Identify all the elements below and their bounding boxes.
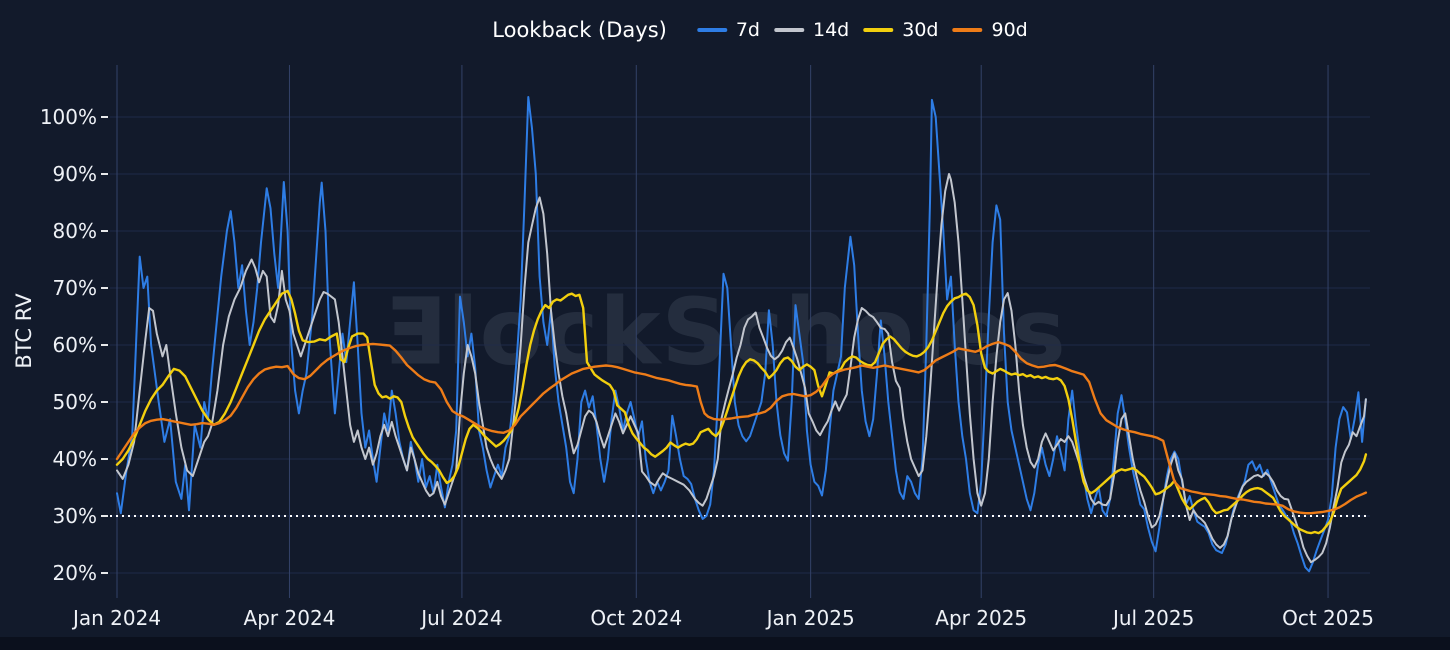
legend-item-14d[interactable]: 14d — [773, 19, 850, 41]
legend-title: Lookback (Days) — [492, 18, 667, 42]
legend-label-7d: 7d — [735, 19, 760, 41]
series-90d-line — [115, 340, 1368, 515]
legend-swatch-14d — [773, 28, 804, 32]
y-axis-title: BTC RV — [12, 293, 36, 369]
y-tick-label: 30% — [53, 504, 97, 528]
y-tick-label: 50% — [53, 390, 97, 414]
x-tick-label: Jan 2025 — [765, 606, 855, 630]
legend-label-14d: 14d — [812, 19, 850, 41]
y-tick-label: 70% — [53, 276, 97, 300]
x-tick-label: Jul 2024 — [419, 606, 502, 630]
legend-swatch-30d — [863, 28, 894, 32]
x-tick-label: Apr 2025 — [935, 606, 1027, 630]
legend-swatch-90d — [952, 28, 983, 32]
legend-item-7d[interactable]: 7d — [696, 19, 760, 41]
x-tick-label: Oct 2024 — [590, 606, 682, 630]
legend-label-90d: 90d — [991, 19, 1028, 41]
series-30d-line — [115, 289, 1368, 535]
x-tick-label: Jul 2025 — [1111, 606, 1194, 630]
y-tick-label: 60% — [53, 333, 97, 357]
legend: Lookback (Days) 7d 14d 30d 90d — [492, 18, 1027, 42]
series-7d-line — [116, 96, 1367, 573]
series-14d-line — [116, 173, 1367, 564]
x-tick-label: Oct 2025 — [1282, 606, 1374, 630]
legend-label-30d: 30d — [902, 19, 939, 41]
x-tick-label: Apr 2024 — [244, 606, 336, 630]
y-tick-label: 80% — [53, 219, 97, 243]
bottom-band — [0, 637, 1450, 650]
legend-items: 7d 14d 30d 90d — [683, 19, 1028, 41]
y-tick-label: 90% — [53, 162, 97, 186]
x-tick-label: Jan 2024 — [71, 606, 161, 630]
legend-swatch-7d — [696, 28, 727, 32]
legend-item-90d[interactable]: 90d — [952, 19, 1028, 41]
legend-item-30d[interactable]: 30d — [863, 19, 938, 41]
y-tick-label: 100% — [40, 105, 97, 129]
y-tick-label: 40% — [53, 447, 97, 471]
y-tick-label: 20% — [53, 561, 97, 585]
